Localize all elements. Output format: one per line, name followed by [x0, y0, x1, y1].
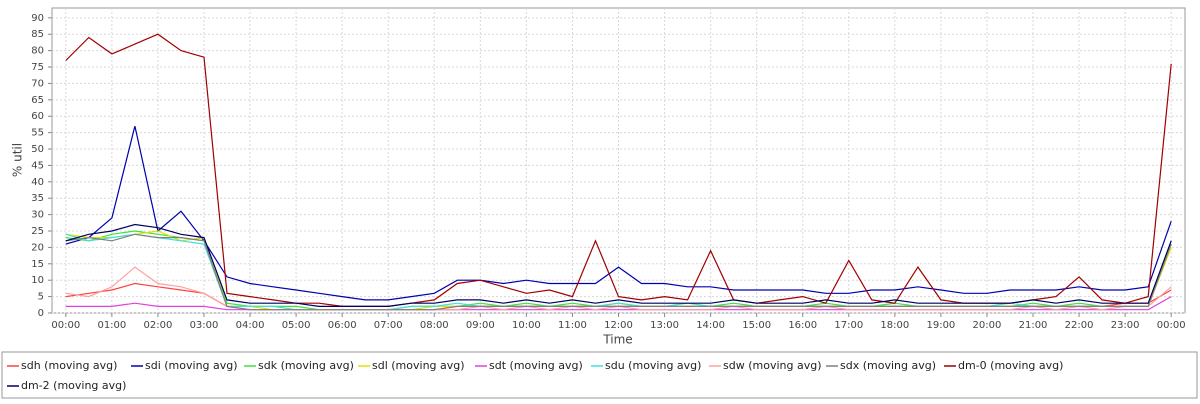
x-tick-label: 00:00	[1157, 320, 1186, 331]
y-tick-label: 85	[31, 29, 44, 40]
x-tick-label: 21:00	[1019, 320, 1048, 331]
y-tick-label: 0	[38, 308, 44, 319]
x-tick-label: 23:00	[1111, 320, 1140, 331]
x-tick-label: 16:00	[788, 320, 817, 331]
legend-label: sdk (moving avg)	[258, 359, 354, 372]
x-tick-label: 02:00	[144, 320, 173, 331]
series-line	[65, 233, 1172, 311]
x-tick-label: 22:00	[1065, 320, 1094, 331]
y-tick-label: 25	[31, 226, 44, 237]
y-tick-label: 10	[31, 275, 44, 286]
legend-label: sdx (moving avg)	[840, 359, 936, 372]
y-tick-label: 40	[31, 177, 44, 188]
y-tick-label: 50	[31, 144, 44, 155]
legend-box	[1, 351, 1198, 399]
x-tick-label: 05:00	[282, 320, 311, 331]
y-tick-label: 65	[31, 95, 44, 106]
x-tick-label: 13:00	[650, 320, 679, 331]
x-tick-label: 20:00	[973, 320, 1002, 331]
y-tick-label: 35	[31, 193, 44, 204]
series-line	[65, 125, 1172, 301]
x-tick-label: 09:00	[466, 320, 495, 331]
x-tick-label: 15:00	[742, 320, 771, 331]
x-tick-label: 00:00	[51, 320, 80, 331]
y-tick-label: 15	[31, 259, 44, 270]
legend-label: sdw (moving avg)	[723, 359, 821, 372]
legend-label: sdl (moving avg)	[372, 359, 465, 372]
y-tick-label: 75	[31, 62, 44, 73]
x-tick-label: 12:00	[604, 320, 633, 331]
x-tick-label: 11:00	[558, 320, 587, 331]
x-tick-label: 06:00	[328, 320, 357, 331]
legend-label: sdu (moving avg)	[605, 359, 701, 372]
x-tick-label: 01:00	[97, 320, 126, 331]
x-axis-label: Time	[602, 333, 632, 347]
y-tick-label: 60	[31, 111, 44, 122]
series-line	[65, 223, 1172, 307]
legend-label: dm-2 (moving avg)	[21, 379, 126, 392]
x-tick-label: 18:00	[880, 320, 909, 331]
x-tick-label: 07:00	[374, 320, 403, 331]
x-tick-label: 19:00	[926, 320, 955, 331]
y-tick-label: 30	[31, 210, 44, 221]
y-axis-label: % util	[11, 143, 25, 177]
legend-label: sdh (moving avg)	[21, 359, 117, 372]
legend-label: sdt (moving avg)	[489, 359, 583, 372]
y-tick-label: 20	[31, 242, 44, 253]
x-tick-label: 04:00	[236, 320, 265, 331]
y-tick-label: 80	[31, 46, 44, 57]
legend-label: sdi (moving avg)	[145, 359, 238, 372]
y-tick-label: 55	[31, 128, 44, 139]
x-tick-label: 17:00	[834, 320, 863, 331]
x-tick-label: 14:00	[696, 320, 725, 331]
x-tick-label: 03:00	[190, 320, 219, 331]
y-tick-label: 45	[31, 160, 44, 171]
legend-label: dm-0 (moving avg)	[958, 359, 1063, 372]
x-tick-label: 10:00	[512, 320, 541, 331]
y-tick-label: 5	[38, 292, 44, 303]
y-tick-label: 70	[31, 78, 44, 89]
y-tick-label: 90	[31, 13, 44, 24]
x-tick-label: 08:00	[420, 320, 449, 331]
